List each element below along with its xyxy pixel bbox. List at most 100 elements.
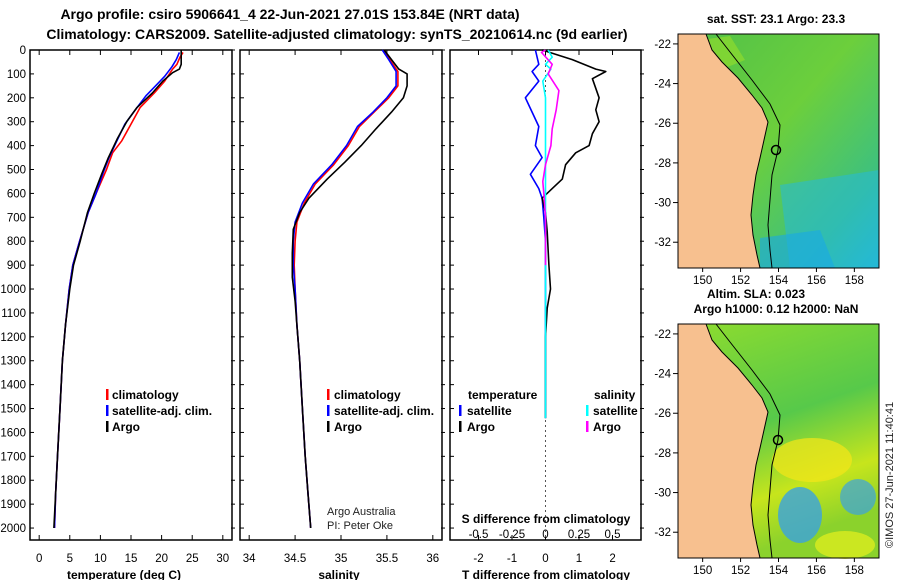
legend-argo-swatch <box>327 421 330 432</box>
legend-satellite-label: satellite-adj. clim. <box>112 404 212 418</box>
depth-tick-label: 200 <box>7 93 26 105</box>
map-lon-label: 154 <box>769 275 789 287</box>
legend-satellite-swatch <box>327 405 330 416</box>
legend-t-satellite-swatch <box>459 405 462 416</box>
map-lat-label: -28 <box>654 158 671 170</box>
sst-coastline <box>705 33 769 269</box>
sst-map-title: sat. SST: 23.1 Argo: 23.3 <box>707 12 846 26</box>
legend-temperature-header: temperature <box>468 388 538 402</box>
sst-blue-patch-2 <box>760 230 835 268</box>
map-lon-label: 152 <box>731 275 750 287</box>
s-difference-xlabel: S difference from climatology <box>462 512 631 526</box>
series-line-temperature-argo <box>541 49 607 419</box>
sst-map-axes: -22 -24 -26 -28 -30 -32 150 152 154 156 158 <box>654 39 864 287</box>
sst-land <box>678 34 768 268</box>
difference-legend: temperature salinity satellite Argo sate… <box>459 388 638 434</box>
altim-coastline <box>705 323 769 559</box>
legend-climatology-label: climatology <box>112 388 179 402</box>
map-lat-label: -30 <box>654 198 671 210</box>
altim-yellow-patch-2 <box>815 531 875 559</box>
x-tick-label: 34.5 <box>284 553 306 565</box>
temperature-legend: climatology satellite-adj. clim. Argo <box>106 388 212 434</box>
legend-climatology-swatch <box>327 389 330 400</box>
depth-tick-label: 900 <box>7 260 26 272</box>
salinity-xlabel: salinity <box>318 568 360 580</box>
series-line-salinity-satellite <box>541 49 554 419</box>
depth-tick-label: 1400 <box>0 380 26 392</box>
altim-yellow-patch-1 <box>772 438 852 482</box>
depth-tick-label: 400 <box>7 141 26 153</box>
altim-map-axes: -22 -24 -26 -28 -30 -32 150 152 154 156 158 <box>654 329 864 577</box>
x-tick-label: 30 <box>216 553 229 565</box>
salinity-legend: climatology satellite-adj. clim. Argo <box>327 388 434 434</box>
t-difference-xlabel: T difference from climatology <box>462 568 630 580</box>
legend-argo-label: Argo <box>112 420 140 434</box>
map-lat-label: -30 <box>654 488 671 500</box>
depth-tick-label: 300 <box>7 117 26 129</box>
x2-tick-label: -0.25 <box>499 529 525 541</box>
altim-map-title: Argo h1000: 0.12 h2000: NaN <box>694 302 859 316</box>
depth-tick-label: 1000 <box>0 284 26 296</box>
legend-climatology-label: climatology <box>334 388 401 402</box>
x-tick-label: 5 <box>67 553 73 565</box>
map-lat-label: -24 <box>654 79 671 91</box>
sst-warm-patch <box>700 36 745 70</box>
legend-argo-swatch <box>106 421 109 432</box>
altim-map <box>677 323 880 559</box>
x-tick-label: 15 <box>125 553 138 565</box>
depth-tick-label: 800 <box>7 236 26 248</box>
legend-s-satellite-swatch <box>586 405 589 416</box>
x-tick-label: 25 <box>186 553 199 565</box>
depth-tick-label: 1200 <box>0 332 26 344</box>
depth-tick-label: 700 <box>7 212 26 224</box>
x2-tick-label: 0.5 <box>605 529 621 541</box>
map-lon-label: 158 <box>845 275 864 287</box>
map-lon-label: 150 <box>693 565 712 577</box>
altim-isobath <box>715 323 781 559</box>
altim-land <box>678 324 768 558</box>
x-tick-label: 2 <box>609 553 615 565</box>
series-line-temperature-satellite <box>524 49 547 419</box>
depth-tick-label: 1500 <box>0 404 26 416</box>
x-tick-label: 34 <box>243 553 256 565</box>
map-lat-label: -26 <box>654 408 671 420</box>
x-tick-label: 20 <box>155 553 168 565</box>
depth-axis: 0 100 200 300 400 500 600 700 800 900 1000 1100 1200… <box>0 45 644 535</box>
legend-s-argo-label: Argo <box>593 420 621 434</box>
map-lon-label: 156 <box>807 565 826 577</box>
salinity-panel-frame <box>239 49 443 541</box>
map-lat-label: -32 <box>654 527 671 539</box>
depth-tick-label: 1700 <box>0 451 26 463</box>
map-lon-label: 156 <box>807 275 826 287</box>
x-tick-label: 0 <box>542 553 548 565</box>
x-tick-label: 35.5 <box>376 553 398 565</box>
series-line-satellite-adj-clim- <box>292 49 397 529</box>
legend-t-satellite-label: satellite <box>467 404 512 418</box>
depth-tick-label: 1900 <box>0 499 26 511</box>
sst-float-marker <box>770 144 782 156</box>
legend-satellite-label: satellite-adj. clim. <box>334 404 434 418</box>
legend-s-argo-swatch <box>586 421 589 432</box>
series-line-climatology <box>53 51 184 529</box>
depth-tick-label: 600 <box>7 188 26 200</box>
series-line-argo <box>291 49 408 529</box>
temperature-plot: 0 5 10 15 20 25 30 <box>36 50 229 565</box>
x-tick-label: 35 <box>335 553 348 565</box>
depth-tick-label: 1100 <box>1 308 26 320</box>
legend-satellite-swatch <box>106 405 109 416</box>
map-lat-label: -26 <box>654 118 671 130</box>
map-lon-label: 158 <box>845 565 864 577</box>
x-tick-label: 0 <box>36 553 42 565</box>
map-lat-label: -32 <box>654 237 671 249</box>
figure-title-line-2: Climatology: CARS2009. Satellite-adjuste… <box>46 26 627 42</box>
x2-tick-label: -0.5 <box>469 529 489 541</box>
depth-tick-label: 2000 <box>0 523 26 535</box>
legend-t-argo-label: Argo <box>467 420 495 434</box>
map-lat-label: -22 <box>654 39 671 51</box>
x-tick-label: 1 <box>576 553 582 565</box>
series-line-satellite-adj-clim- <box>53 52 181 529</box>
x2-tick-label: 0.25 <box>568 529 590 541</box>
series-line-salinity-argo <box>540 49 560 266</box>
depth-tick-label: 500 <box>7 165 26 177</box>
